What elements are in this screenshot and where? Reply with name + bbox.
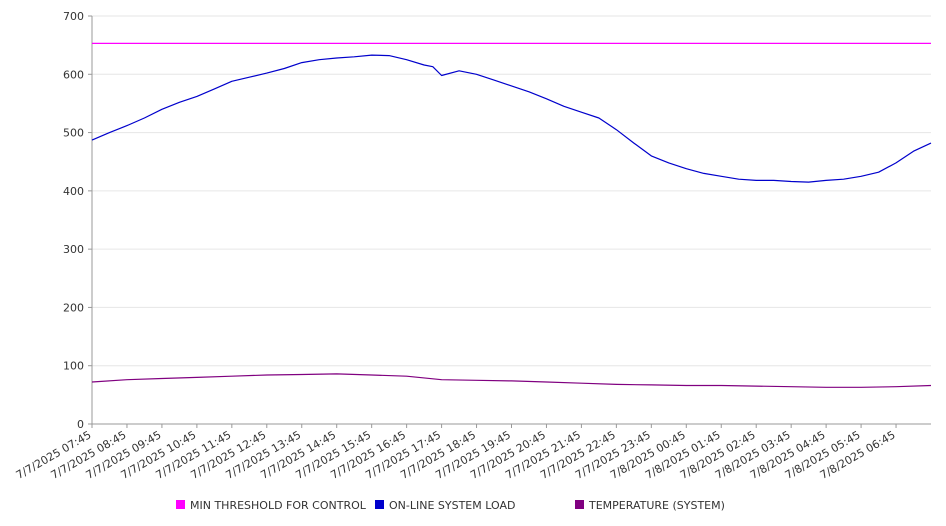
y-tick-label: 0 bbox=[77, 418, 84, 431]
legend-swatch bbox=[375, 500, 384, 509]
y-tick-label: 700 bbox=[63, 10, 84, 23]
series-line-3 bbox=[91, 373, 932, 388]
legend-label: ON-LINE SYSTEM LOAD bbox=[389, 499, 515, 512]
series-lines bbox=[91, 42, 932, 388]
series-line-2 bbox=[91, 54, 932, 183]
legend-label: MIN THRESHOLD FOR CONTROL bbox=[190, 499, 367, 512]
legend-label: TEMPERATURE (SYSTEM) bbox=[588, 499, 725, 512]
legend-swatch bbox=[575, 500, 584, 509]
x-tick-labels: 7/7/2025 07:457/7/2025 08:457/7/2025 09:… bbox=[14, 428, 898, 482]
y-tick-label: 100 bbox=[63, 360, 84, 373]
y-tick-label: 600 bbox=[63, 68, 84, 81]
y-tick-label: 300 bbox=[63, 243, 84, 256]
y-tick-label: 200 bbox=[63, 301, 84, 314]
y-tick-label: 400 bbox=[63, 185, 84, 198]
grid-lines bbox=[92, 15, 931, 367]
y-tick-labels: 0 100 200 300 400 500 600 700 bbox=[63, 10, 84, 431]
legend-swatch bbox=[176, 500, 185, 509]
y-tick-label: 500 bbox=[63, 127, 84, 140]
axes bbox=[88, 15, 931, 428]
legend: MIN THRESHOLD FOR CONTROL ON-LINE SYSTEM … bbox=[176, 499, 725, 512]
